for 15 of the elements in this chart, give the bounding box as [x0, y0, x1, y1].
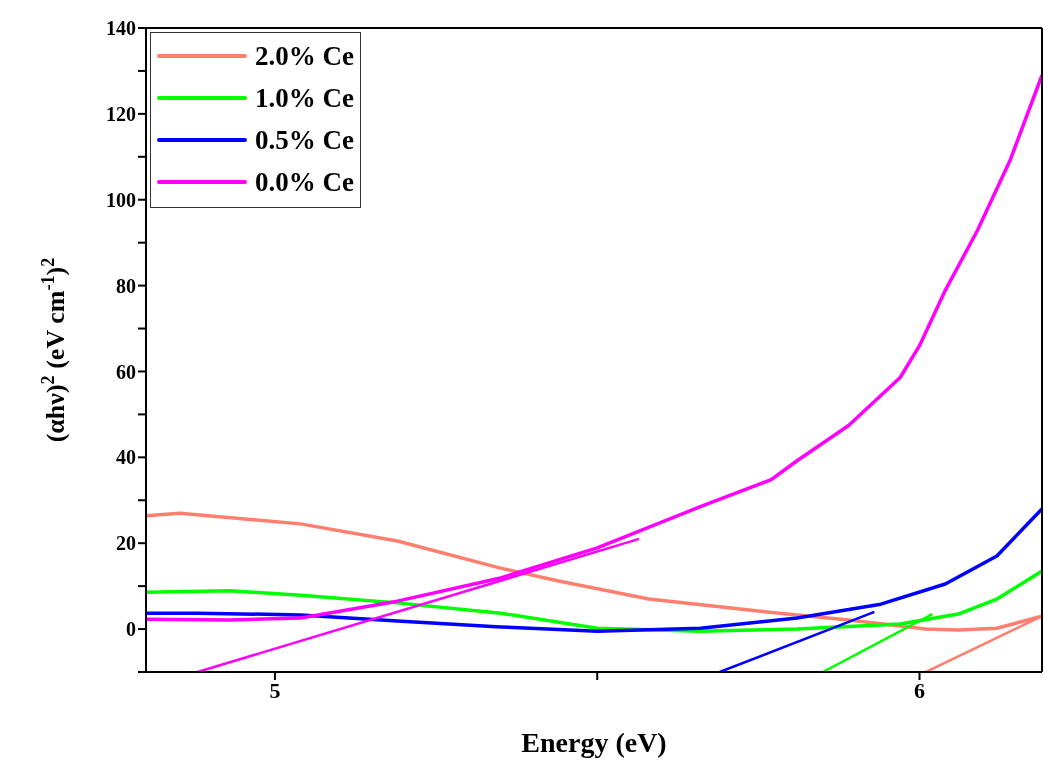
legend-label: 0.0% Ce	[255, 166, 354, 198]
x-axis-title: Energy (eV)	[521, 727, 667, 758]
y-tick-label: 20	[116, 532, 136, 555]
x-tick-label: 6	[914, 677, 926, 703]
x-tick-label: 5	[269, 677, 281, 703]
y-tick-label: 60	[116, 360, 136, 383]
legend-label: 0.5% Ce	[255, 124, 354, 156]
y-tick-label: 100	[106, 188, 136, 211]
legend-label: 2.0% Ce	[255, 40, 354, 72]
y-tick-label: 140	[106, 17, 136, 40]
y-tick-label: 0	[126, 618, 136, 641]
legend-label: 1.0% Ce	[255, 82, 354, 114]
y-tick-label: 120	[106, 102, 136, 125]
y-tick-label: 80	[116, 274, 136, 297]
y-tick-label: 40	[116, 446, 136, 469]
